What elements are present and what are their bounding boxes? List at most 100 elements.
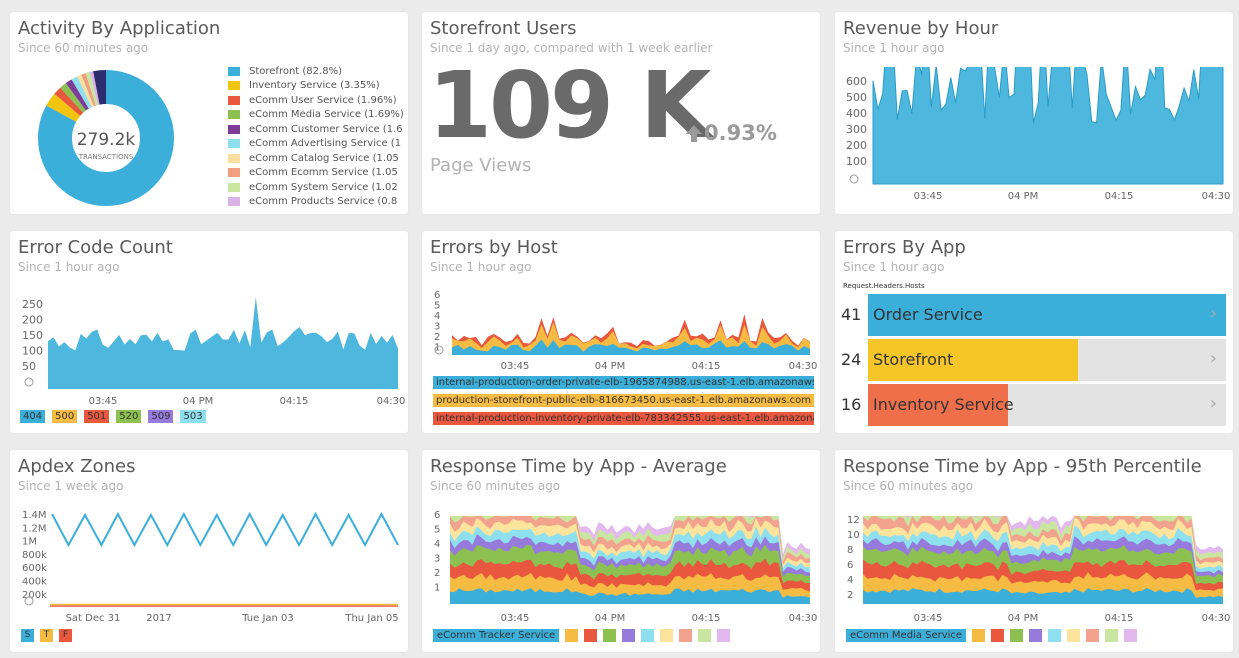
response-time-95th-widget[interactable]: Response Time by App - 95th Percentile S… xyxy=(835,450,1233,652)
facet-label: Request.Headers.Hosts xyxy=(843,282,925,290)
donut-chart[interactable]: 279.2k TRANSACTIONS xyxy=(36,68,176,208)
zoom-reset-icon[interactable] xyxy=(24,377,34,387)
apdex-zone-legend-item[interactable]: F xyxy=(59,629,72,642)
series-legend-swatch[interactable] xyxy=(679,629,693,642)
series-legend-swatch[interactable] xyxy=(972,629,986,642)
series-legend-swatch[interactable] xyxy=(584,629,598,642)
host-area[interactable] xyxy=(452,339,810,356)
series-legend-label[interactable]: eComm Tracker Service xyxy=(433,629,560,642)
series-legend-swatch[interactable] xyxy=(1105,629,1119,642)
apdex-zone-legend-item[interactable]: S xyxy=(21,629,34,642)
x-axis-tick: 03:45 xyxy=(89,396,118,405)
legend-item[interactable]: eComm Customer Service (1.6 xyxy=(228,122,408,137)
donut-legend: Storefront (82.8%) Inventory Service (3.3… xyxy=(228,64,408,209)
x-axis-tick: 2017 xyxy=(146,613,171,624)
app-bar-row[interactable]: 41 Order Service › xyxy=(835,294,1227,336)
legend-item[interactable]: eComm Advertising Service (1 xyxy=(228,137,408,152)
response-time-95th-chart[interactable]: 12 10 8 6 4 2 03:45 04 PM 04:15 04:30 xyxy=(835,508,1233,626)
legend-label: eComm Customer Service (1.6 xyxy=(249,123,403,135)
app-bar-row[interactable]: 24 Storefront › xyxy=(835,339,1227,381)
series-legend-swatch[interactable] xyxy=(565,629,579,642)
widget-subtitle: Since 1 hour ago xyxy=(843,41,945,55)
app-bar xyxy=(868,384,1008,426)
error-code-area-chart[interactable]: 250 200 150 100 50 03:45 04 PM 04:15 04:30 xyxy=(10,293,408,405)
y-axis-tick: 6 xyxy=(434,290,440,301)
series-legend-swatch[interactable] xyxy=(603,629,617,642)
app-bar-label: Storefront xyxy=(873,350,954,369)
chevron-right-icon[interactable]: › xyxy=(1209,303,1217,324)
widget-subtitle: Since 1 hour ago xyxy=(430,260,532,274)
error-code-legend-item[interactable]: 509 xyxy=(148,410,174,423)
error-code-legend-item[interactable]: 500 xyxy=(52,410,78,423)
error-code-legend-item[interactable]: 501 xyxy=(84,410,110,423)
series-legend-swatch[interactable] xyxy=(1067,629,1081,642)
apdex-line-chart[interactable]: 1.4M 1.2M 1M 800k 600k 400k 200k Sat Dec 31 201… xyxy=(10,508,408,626)
x-axis-tick: Sat Dec 31 xyxy=(66,613,121,624)
series-legend-label[interactable]: eComm Media Service xyxy=(846,629,967,642)
series-legend-swatch[interactable] xyxy=(660,629,674,642)
y-axis-tick: 3 xyxy=(434,554,440,565)
chevron-right-icon[interactable]: › xyxy=(1209,348,1217,369)
legend-item[interactable]: eComm System Service (1.02 xyxy=(228,180,408,195)
error-code-legend-item[interactable]: 503 xyxy=(180,410,206,423)
response-time-average-chart[interactable]: 6 5 4 3 2 1 03:45 04 PM 04:15 04:30 xyxy=(422,508,820,626)
legend-swatch xyxy=(228,95,240,105)
widget-title: Error Code Count xyxy=(18,237,173,258)
series-legend-swatch[interactable] xyxy=(1010,629,1024,642)
apdex-zone-legend-item[interactable]: T xyxy=(40,629,53,642)
legend-item[interactable]: eComm Ecomm Service (1.05 xyxy=(228,166,408,181)
error-code-legend-item[interactable]: 404 xyxy=(20,410,46,423)
billboard-label: Page Views xyxy=(430,155,532,176)
app-bar-row[interactable]: 16 Inventory Service › xyxy=(835,384,1227,426)
series-legend-swatch[interactable] xyxy=(622,629,636,642)
y-axis-tick: 400k xyxy=(22,577,47,588)
series-legend-swatch[interactable] xyxy=(1124,629,1138,642)
donut-slice[interactable] xyxy=(38,70,174,206)
storefront-users-widget[interactable]: Storefront Users Since 1 day ago, compar… xyxy=(422,12,820,214)
x-axis-tick: 04:30 xyxy=(1202,191,1231,202)
widget-title: Errors by Host xyxy=(430,237,558,258)
x-axis-tick: 04:30 xyxy=(1202,613,1231,624)
series-legend-swatch[interactable] xyxy=(717,629,731,642)
revenue-by-hour-widget[interactable]: Revenue by Hour Since 1 hour ago 600 500 4… xyxy=(835,12,1233,214)
error-code-legend: 404 500 501 520 509 503 xyxy=(20,410,206,423)
series-legend-swatch[interactable] xyxy=(1029,629,1043,642)
zoom-reset-icon[interactable] xyxy=(434,345,444,355)
apdex-zones-widget[interactable]: Apdex Zones Since 1 week ago 1.4M 1.2M 1M 8… xyxy=(10,450,408,652)
y-axis-tick: 6 xyxy=(847,560,853,571)
activity-by-application-widget[interactable]: Activity By Application Since 60 minutes… xyxy=(10,12,408,214)
revenue-area-chart[interactable]: 600 500 400 300 200 100 03:45 04 PM 04:15 04:30 xyxy=(835,67,1233,214)
legend-label: Inventory Service (3.35%) xyxy=(249,80,380,92)
host-legend-item[interactable]: internal-production-order-private-elb-19… xyxy=(433,376,814,389)
response-time-average-widget[interactable]: Response Time by App - Average Since 60 … xyxy=(422,450,820,652)
legend-item[interactable]: eComm Media Service (1.69%) xyxy=(228,108,408,123)
x-axis-tick: 04:30 xyxy=(789,361,818,372)
host-legend-item[interactable]: production-storefront-public-elb-8166734… xyxy=(433,394,814,407)
legend-item[interactable]: Inventory Service (3.35%) xyxy=(228,79,408,94)
errors-by-app-widget[interactable]: Errors By App Since 1 hour ago Request.H… xyxy=(835,231,1233,433)
series-area[interactable] xyxy=(450,588,810,604)
x-axis-tick: 04 PM xyxy=(1008,613,1039,624)
y-axis-tick: 400 xyxy=(846,107,867,120)
legend-item[interactable]: eComm Products Service (0.8 xyxy=(228,195,408,210)
host-legend-item[interactable]: internal-production-inventory-private-el… xyxy=(433,412,814,425)
zoom-reset-icon[interactable] xyxy=(849,174,859,184)
error-code-count-widget[interactable]: Error Code Count Since 1 hour ago 250 200… xyxy=(10,231,408,433)
chevron-right-icon[interactable]: › xyxy=(1209,393,1217,414)
legend-item[interactable]: eComm Catalog Service (1.05 xyxy=(228,151,408,166)
series-legend-swatch[interactable] xyxy=(641,629,655,642)
x-axis-tick: 03:45 xyxy=(501,361,530,372)
error-code-legend-item[interactable]: 520 xyxy=(116,410,142,423)
y-axis-tick: 1 xyxy=(434,343,440,354)
series-legend-swatch[interactable] xyxy=(991,629,1005,642)
series-legend-swatch[interactable] xyxy=(698,629,712,642)
legend-item[interactable]: eComm User Service (1.96%) xyxy=(228,93,408,108)
series-area[interactable] xyxy=(863,588,1223,604)
y-axis-tick: 2 xyxy=(434,568,440,579)
series-legend-swatch[interactable] xyxy=(1048,629,1062,642)
legend-item[interactable]: Storefront (82.8%) xyxy=(228,64,408,79)
zoom-reset-icon[interactable] xyxy=(24,596,34,606)
series-legend-swatch[interactable] xyxy=(1086,629,1100,642)
